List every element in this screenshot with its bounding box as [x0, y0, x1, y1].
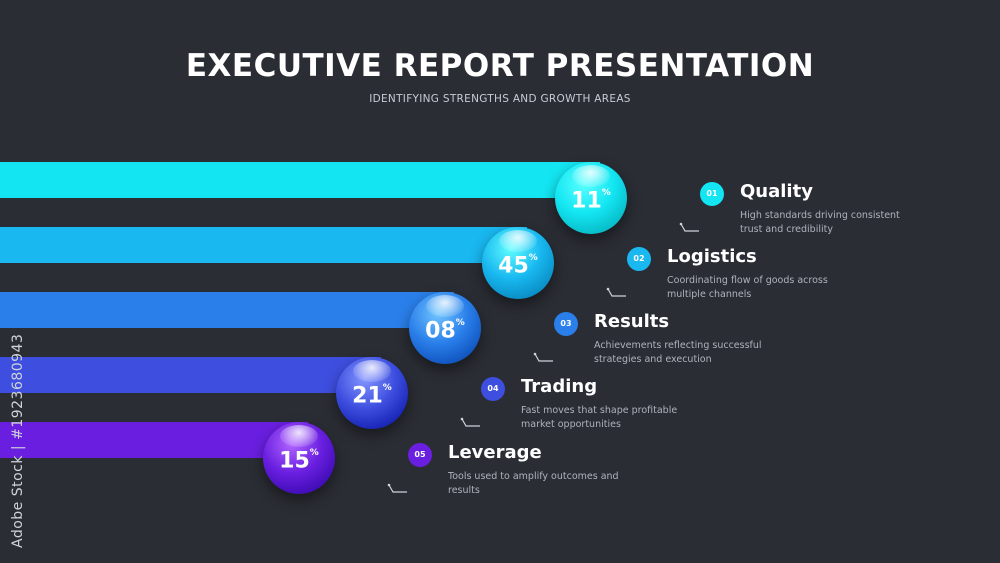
connector-squiggle-icon [460, 417, 480, 427]
connector-squiggle-icon [606, 287, 626, 297]
sphere-highlight [499, 230, 537, 252]
bar-quality [0, 162, 600, 198]
sphere-highlight [572, 165, 610, 187]
sphere-results: 08% [409, 292, 481, 364]
percent-value: 45% [498, 253, 538, 279]
connector-squiggle-icon [533, 352, 553, 362]
bar-logistics [0, 227, 527, 263]
number-badge: 02 [627, 247, 651, 271]
item-title: Logistics [667, 246, 757, 267]
percent-value: 08% [425, 318, 465, 344]
bar-trading [0, 357, 381, 393]
sphere-highlight [280, 425, 318, 447]
item-description: Achievements reflecting successful strat… [594, 340, 762, 365]
page-subtitle: IDENTIFYING STRENGTHS AND GROWTH AREAS [369, 93, 631, 105]
item-description: Fast moves that shape profitable market … [521, 405, 678, 430]
number-badge: 03 [554, 312, 578, 336]
number-badge: 05 [408, 443, 432, 467]
sphere-leverage: 15% [263, 422, 335, 494]
number-badge: 04 [481, 377, 505, 401]
sphere-highlight [426, 295, 464, 317]
bar-leverage [0, 422, 308, 458]
item-title: Trading [521, 376, 598, 397]
percent-value: 15% [279, 448, 319, 474]
sphere-logistics: 45% [482, 227, 554, 299]
item-title: Leverage [448, 442, 542, 463]
number-badge: 01 [700, 182, 724, 206]
connector-squiggle-icon [679, 222, 699, 232]
item-description: Tools used to amplify outcomes and resul… [448, 471, 619, 496]
item-description: Coordinating flow of goods across multip… [667, 275, 828, 300]
sphere-highlight [353, 360, 391, 382]
sphere-trading: 21% [336, 357, 408, 429]
stock-id-watermark: Adobe Stock | #1923680943 [10, 333, 26, 548]
item-title: Quality [740, 181, 813, 202]
item-title: Results [594, 311, 670, 332]
percent-value: 21% [352, 383, 392, 409]
sphere-quality: 11% [555, 162, 627, 234]
connector-squiggle-icon [387, 483, 407, 493]
percent-value: 11% [571, 188, 611, 214]
item-description: High standards driving consistent trust … [740, 210, 900, 235]
page-title: EXECUTIVE REPORT PRESENTATION [185, 48, 815, 84]
bar-results [0, 292, 454, 328]
